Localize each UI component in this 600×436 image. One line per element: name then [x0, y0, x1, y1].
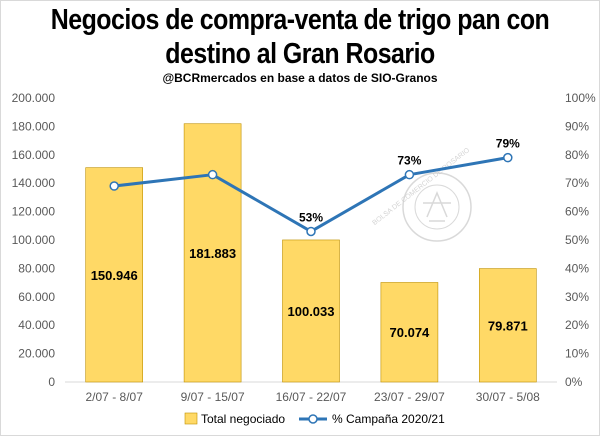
y-right-tick-label: 90%	[565, 119, 589, 133]
y-right-tick-label: 20%	[565, 318, 589, 332]
line-data-label: 79%	[496, 137, 520, 151]
watermark-scale-icon	[423, 191, 451, 222]
y-left-tick-label: 40.000	[18, 318, 55, 332]
chart-title-line-1: Negocios de compra-venta de trigo pan co…	[50, 4, 550, 36]
legend-label-bars: Total negociado	[201, 412, 285, 426]
watermark-seal-inner	[414, 184, 460, 230]
y-left-tick-label: 100.000	[12, 233, 56, 247]
bar	[85, 167, 143, 383]
bar-data-label: 181.883	[189, 246, 236, 261]
y-right-tick-label: 80%	[565, 148, 589, 162]
bar-data-label: 100.033	[288, 304, 335, 319]
y-right-tick-label: 70%	[565, 176, 589, 190]
bar	[478, 268, 537, 383]
y-right-tick-label: 100%	[565, 91, 596, 105]
x-tick-label: 30/07 - 5/08	[476, 390, 540, 404]
bar-data-label: 150.946	[91, 268, 138, 283]
line-marker	[503, 152, 513, 163]
y-right-tick-label: 30%	[565, 290, 589, 304]
y-left-tick-label: 20.000	[18, 347, 55, 361]
chart-subtitle: @BCRmercados en base a datos de SIO-Gran…	[162, 71, 438, 85]
y-left-tick-label: 0	[48, 375, 55, 389]
x-tick-label: 23/07 - 29/07	[374, 390, 445, 404]
y-left-tick-label: 180.000	[12, 119, 56, 133]
y-right-tick-label: 60%	[565, 205, 589, 219]
y-left-tick-label: 120.000	[12, 205, 56, 219]
y-right-tick-label: 40%	[565, 261, 589, 275]
chart-title-line-2: destino al Gran Rosario	[165, 38, 435, 70]
y-left-tick-label: 140.000	[12, 176, 56, 190]
bar-data-label: 70.074	[390, 325, 431, 340]
line-marker	[404, 169, 415, 180]
bar	[282, 239, 340, 383]
line-data-label: 73%	[397, 154, 421, 168]
y-left-tick-label: 160.000	[12, 148, 56, 162]
line-marker	[306, 226, 316, 237]
legend-swatch-bars	[184, 412, 198, 425]
legend-label-line: % Campaña 2020/21	[332, 412, 445, 426]
x-tick-label: 16/07 - 22/07	[276, 390, 347, 404]
bar-data-label: 79.871	[488, 318, 528, 333]
legend-swatch-marker	[308, 414, 318, 424]
y-right-tick-label: 50%	[565, 233, 589, 247]
line-marker	[109, 181, 119, 191]
bar	[183, 123, 242, 383]
y-left-tick-label: 80.000	[18, 261, 55, 275]
bar	[380, 282, 439, 383]
x-tick-label: 2/07 - 8/07	[86, 390, 144, 404]
y-left-tick-label: 60.000	[18, 290, 55, 304]
watermark-seal-outer	[402, 172, 472, 242]
y-left-tick-label: 200.000	[12, 91, 56, 105]
x-tick-label: 9/07 - 15/07	[181, 390, 245, 404]
y-right-tick-label: 10%	[565, 347, 589, 361]
line-marker	[207, 169, 218, 180]
line-data-label: 53%	[299, 210, 323, 224]
chart-title: Negocios de compra-venta de trigo pan co…	[43, 3, 557, 71]
y-right-tick-label: 0%	[565, 375, 583, 389]
